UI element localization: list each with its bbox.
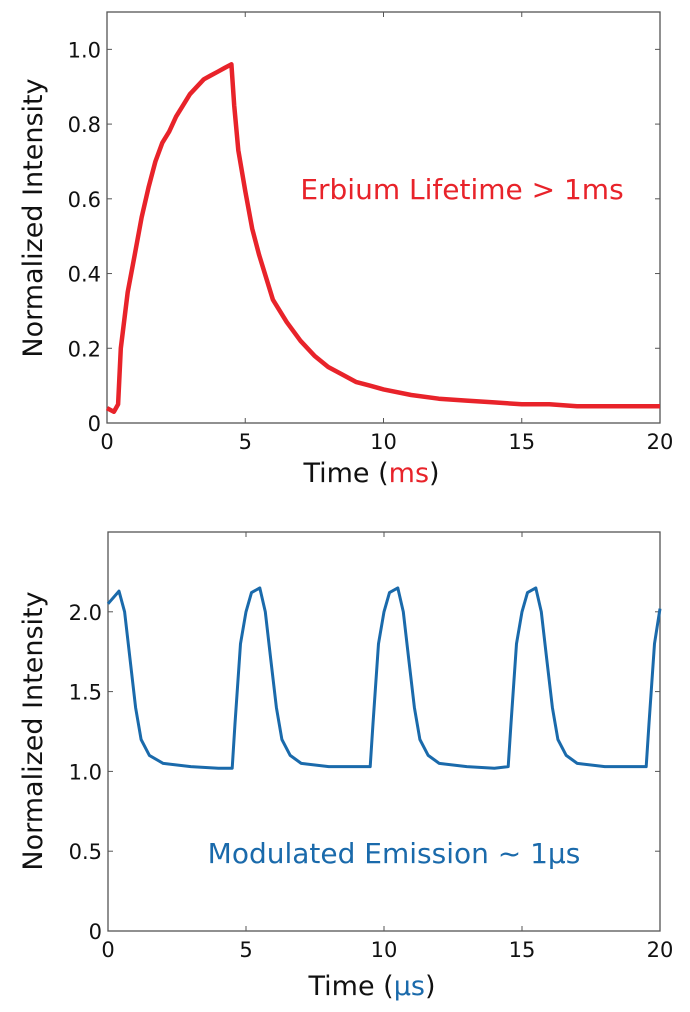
bottom-chart-modulated-emission: 0 5 10 15 20 0 0.5 1.0 1.5 2.0 Modulated Emission … (18, 531, 674, 1002)
y-tick-label: 0 (89, 920, 102, 944)
x-axis-label-unit: ms (389, 458, 429, 489)
x-tick-label: 10 (370, 430, 397, 454)
x-tick-label: 0 (101, 938, 114, 962)
x-tick-label: 15 (508, 430, 535, 454)
data-series-line (105, 62, 660, 415)
x-axis-label: Time (µs) (308, 971, 436, 1002)
annotation: Modulated Emission ~ 1µs (208, 837, 581, 870)
x-tick-label: 5 (239, 938, 252, 962)
y-tick-label: 0.5 (69, 840, 102, 864)
x-tick-label: 15 (509, 938, 536, 962)
y-tick-label: 0.8 (68, 113, 101, 137)
y-tick-label: 0.4 (68, 263, 101, 287)
data-series-line (106, 586, 662, 770)
y-tick-label: 0 (88, 412, 101, 436)
y-tick-label: 0.6 (68, 188, 101, 212)
x-axis-label-prefix: Time ( (308, 971, 394, 1002)
y-axis-label: Normalized Intensity (18, 78, 49, 357)
x-axis-label-suffix: ) (429, 458, 440, 489)
x-tick-label: 10 (371, 938, 398, 962)
x-axis-label-unit: µs (394, 971, 425, 1002)
y-tick-label: 1.5 (69, 681, 102, 705)
y-tick-label: 2.0 (69, 601, 102, 625)
x-tick-label: 20 (647, 430, 674, 454)
y-tick-label: 1.0 (69, 760, 102, 784)
x-axis-label: Time (ms) (302, 458, 439, 489)
x-axis-label-suffix: ) (425, 971, 436, 1002)
annotation: Erbium Lifetime > 1ms (300, 173, 623, 206)
y-tick-label: 0.2 (68, 337, 101, 361)
top-chart-erbium-lifetime: 0 5 10 15 20 0 0.2 0.4 0.6 0.8 1.0 Erbium Lifetime … (18, 11, 674, 489)
plot-frame (107, 531, 661, 932)
y-axis-label: Normalized Intensity (18, 591, 49, 870)
plot-frame (106, 11, 661, 424)
x-tick-label: 20 (647, 938, 674, 962)
x-axis-label-prefix: Time ( (302, 458, 388, 489)
y-tick-label: 1.0 (68, 38, 101, 62)
x-tick-label: 5 (239, 430, 252, 454)
x-tick-label: 0 (100, 430, 113, 454)
